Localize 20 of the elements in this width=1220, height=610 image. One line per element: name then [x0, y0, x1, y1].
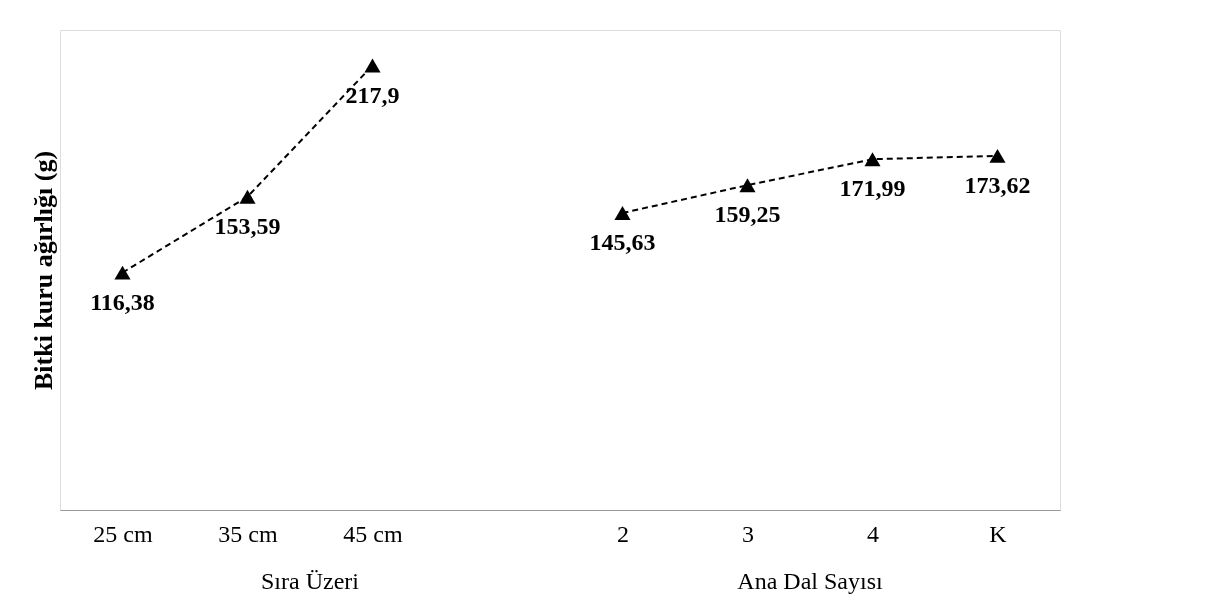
- data-label: 159,25: [714, 201, 781, 228]
- x-tick-label: 45 cm: [343, 520, 403, 547]
- x-tick-label: 25 cm: [93, 520, 153, 547]
- data-label: 171,99: [839, 175, 906, 202]
- x-tick-label: 35 cm: [218, 520, 278, 547]
- data-label: 116,38: [90, 288, 155, 315]
- text: Ana Dal Sayısı: [737, 568, 883, 594]
- data-label: 173,62: [964, 171, 1031, 198]
- text: Sıra Üzeri: [261, 568, 360, 594]
- y-axis-title: Bitki kuru ağırlığı (g): [28, 150, 58, 391]
- point: [364, 58, 381, 73]
- data-label: 217,9: [345, 81, 400, 108]
- point: [114, 265, 131, 280]
- x-tick-label: K: [989, 520, 1008, 547]
- x-tick-label: 3: [742, 520, 754, 547]
- data-label: 145,63: [589, 228, 656, 255]
- x-tick-label: 4: [867, 520, 879, 547]
- data-label: 153,59: [214, 212, 281, 239]
- point: [239, 189, 256, 204]
- x-tick-label: 2: [617, 520, 629, 547]
